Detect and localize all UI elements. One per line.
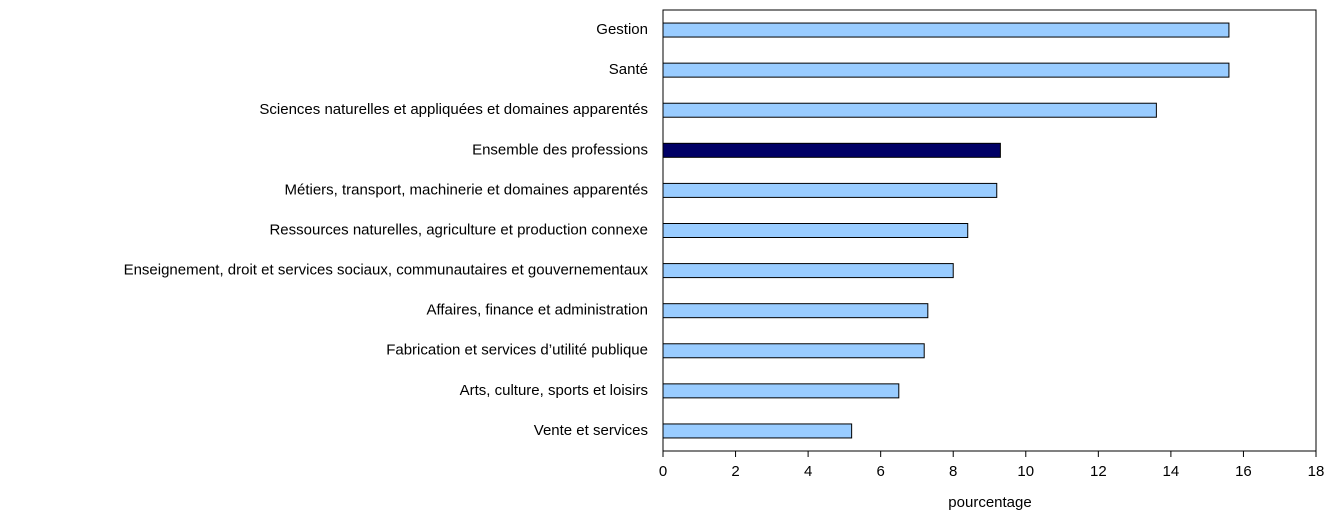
bar [662, 142, 1001, 158]
bar [662, 223, 969, 238]
bar [662, 102, 1157, 118]
y-tick-label: Fabrication et services d’utilité publiq… [386, 342, 648, 359]
x-axis-label: pourcentage [948, 494, 1031, 510]
y-tick-label: Gestion [596, 21, 648, 38]
y-tick-label: Santé [609, 61, 648, 78]
x-tick-label: 18 [1308, 463, 1325, 480]
bar [662, 182, 998, 198]
x-tick-label: 6 [876, 463, 884, 480]
bar [662, 423, 853, 439]
x-tick-label: 12 [1090, 463, 1107, 480]
x-tick-label: 0 [659, 463, 667, 480]
bar [662, 263, 954, 279]
y-tick-label: Ensemble des professions [472, 141, 648, 158]
x-tick-label: 2 [731, 463, 739, 480]
bar [662, 303, 929, 319]
bar [662, 343, 925, 359]
y-tick-label: Ressources naturelles, agriculture et pr… [269, 221, 648, 238]
y-tick-label: Sciences naturelles et appliquées et dom… [259, 101, 648, 118]
bar [662, 383, 900, 399]
y-tick-label: Métiers, transport, machinerie et domain… [284, 181, 648, 198]
y-tick-label: Vente et services [534, 422, 648, 439]
y-tick-label: Arts, culture, sports et loisirs [460, 382, 648, 399]
x-tick-label: 14 [1163, 463, 1180, 480]
y-tick-label: Enseignement, droit et services sociaux,… [124, 262, 649, 279]
x-tick-label: 16 [1235, 463, 1252, 480]
x-tick-label: 10 [1017, 463, 1034, 480]
y-tick-label: Affaires, finance et administration [426, 302, 648, 319]
bar [662, 22, 1230, 38]
x-tick-label: 8 [949, 463, 957, 480]
x-tick-label: 4 [804, 463, 812, 480]
bar [662, 62, 1230, 78]
